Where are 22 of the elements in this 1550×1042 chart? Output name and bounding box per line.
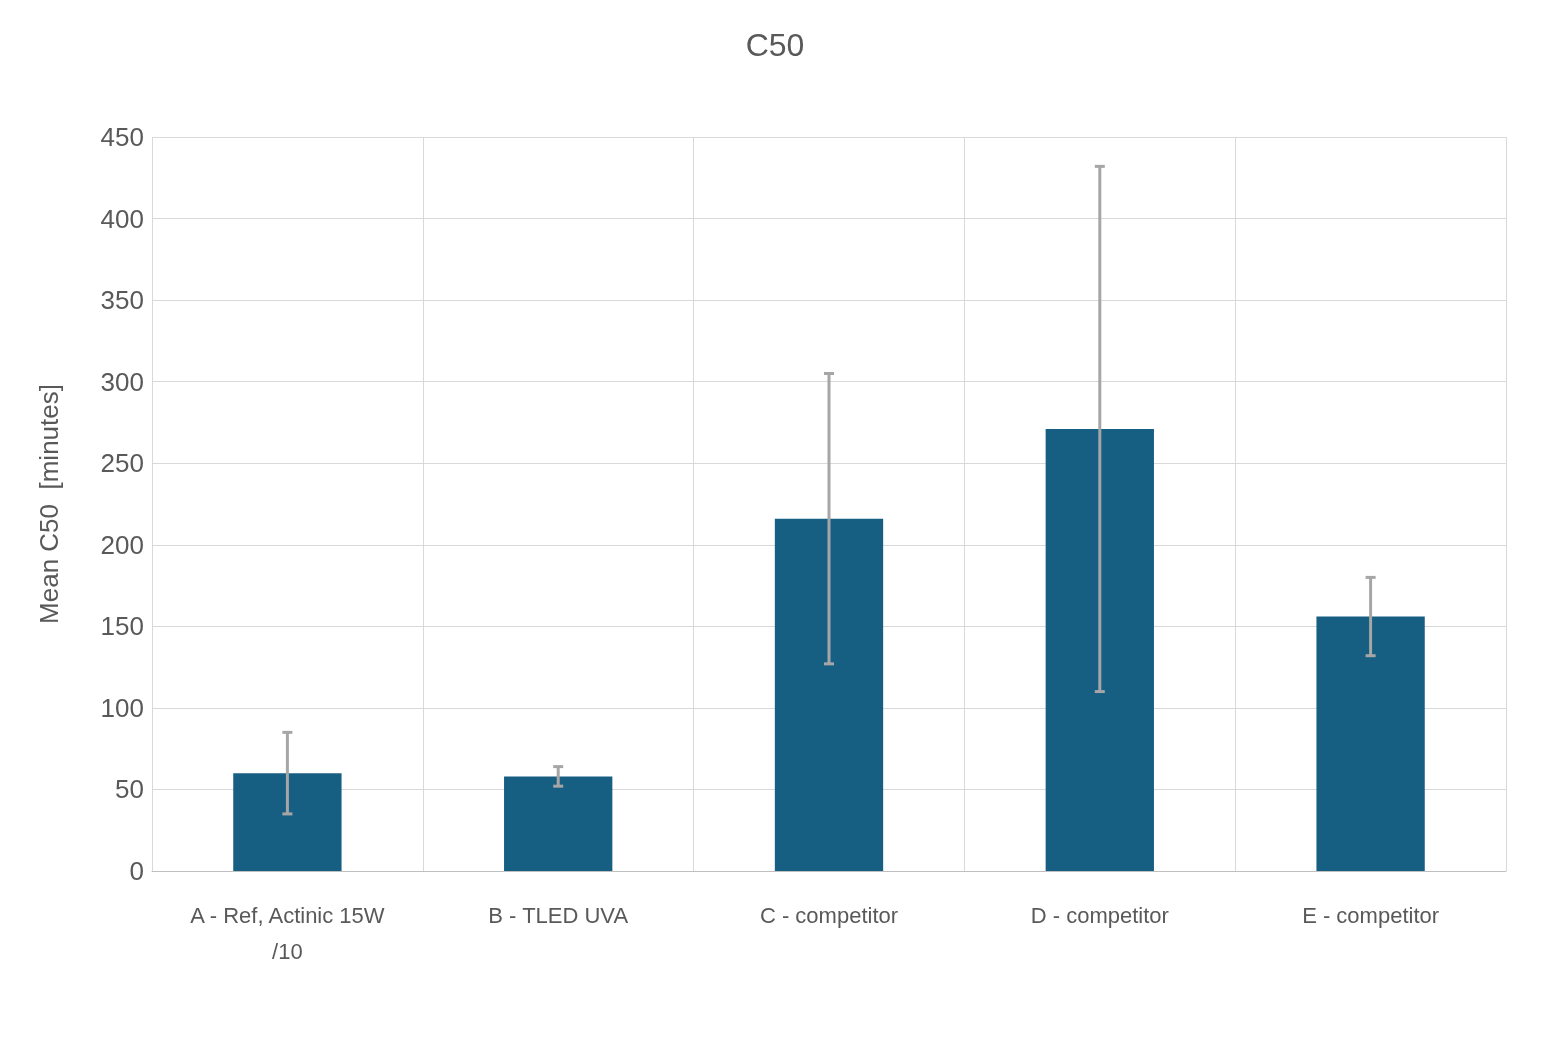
y-tick-label: 250 [100, 448, 144, 479]
x-tick-label: E - competitor [1302, 902, 1440, 928]
x-tick-label: D - competitor [1030, 902, 1169, 928]
y-tick-label: 300 [100, 366, 144, 397]
x-tick-label: C - competitor [759, 902, 899, 928]
y-tick-label: 50 [115, 774, 144, 805]
bar [233, 773, 342, 871]
y-axis-title: Mean C50 [minutes] [34, 384, 64, 624]
bar [1316, 616, 1425, 871]
y-tick-label: 350 [100, 285, 144, 316]
y-tick-label: 450 [100, 122, 144, 152]
y-tick-label: 0 [129, 856, 144, 886]
chart-title: C50 [745, 27, 805, 63]
y-tick-label: 400 [100, 203, 144, 234]
bar [504, 776, 613, 871]
bar [1045, 428, 1154, 871]
y-tick-label: 100 [100, 692, 144, 723]
x-tick-label: B - TLED UVA [488, 902, 629, 928]
bar [774, 518, 884, 871]
y-tick-label: 200 [100, 529, 144, 560]
x-tick-label: A - Ref, Actinic 15W/10 [190, 902, 385, 964]
y-tick-label: 150 [100, 611, 144, 642]
